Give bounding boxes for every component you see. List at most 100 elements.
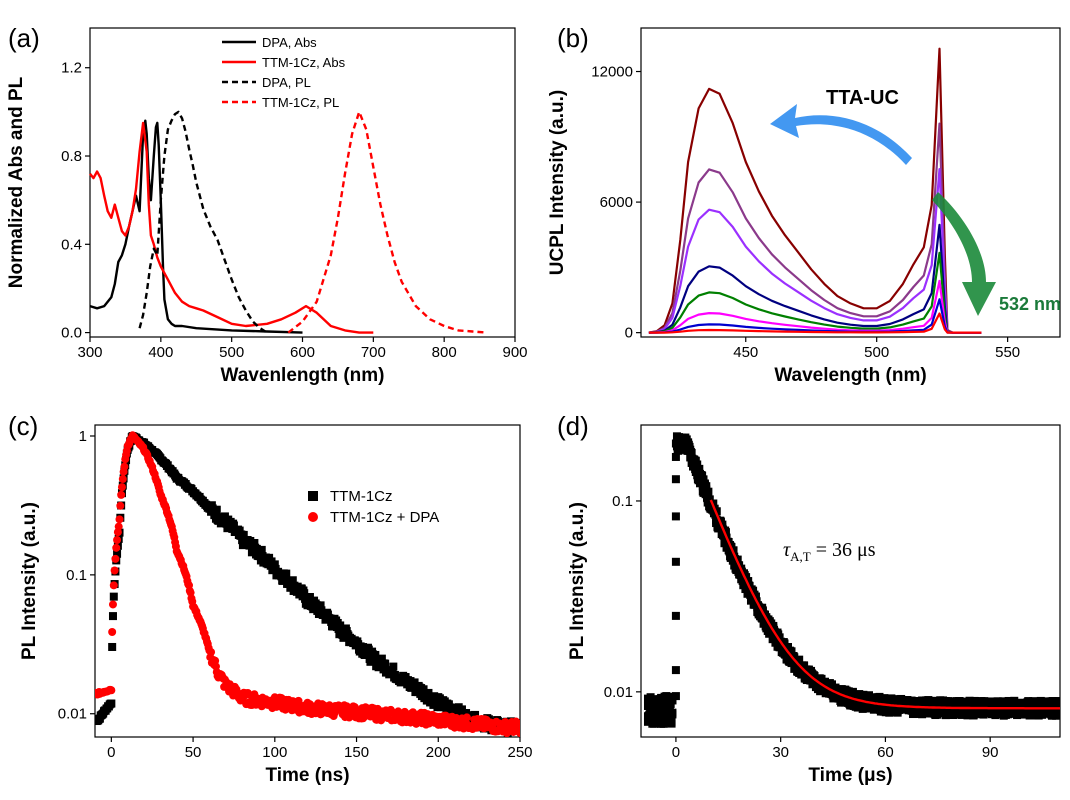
x-tick-label: 60 [877,744,894,761]
data-point [687,448,696,457]
data-point [107,686,116,695]
data-point [113,536,122,545]
panel-a: 300 400 500 600 700 800 900 0.0 0.4 0.8 1.2 Wavenle… [6,23,528,386]
y-tick-label: 0 [625,325,633,342]
x-tick-label: 250 [507,744,532,761]
data-point [787,647,796,656]
data-point [115,515,124,524]
data-point [705,495,714,504]
data-point [795,655,804,664]
upconversion-label: TTA-UC [826,87,899,109]
data-point [359,643,368,652]
data-point [207,648,216,657]
spectrum-line [648,223,982,334]
data-point [1020,709,1029,718]
spectrum-line [648,122,982,334]
spectrum-line [648,251,982,334]
upconversion-arrow [770,104,912,165]
data-point [270,560,279,569]
fit-line [709,499,1060,710]
x-tick-label: 0 [107,744,115,761]
x-axis-label: Time (μs) [808,765,892,786]
data-point [300,589,309,598]
panel-label: (c) [8,411,38,441]
tau-subscript: A,T [790,549,811,564]
x-axis-label: Time (ns) [265,765,349,786]
data-point [381,659,390,668]
data-point [366,657,375,666]
data-point [108,612,117,621]
data-point [471,710,480,719]
data-point [462,713,471,722]
panel-c: 0 50 100 150 200 250 0.01 0.1 1 Time (ns) PL Inten… [8,411,533,786]
data-point [336,621,345,630]
y-tick-label: 1.2 [61,60,82,77]
data-point [111,554,120,563]
data-point [288,576,297,585]
data-point [671,512,680,521]
y-tick-label: 0.01 [58,706,87,723]
plot-area [643,432,1060,728]
series-line [287,110,487,334]
x-tick-label: 50 [185,744,202,761]
data-point [108,600,117,609]
series-line [138,110,268,334]
data-point [699,475,708,484]
y-tick-label: 0.1 [612,493,633,510]
x-tick-label: 450 [733,344,758,361]
plot-frame [640,27,1061,338]
data-point [650,718,659,727]
legend-label: TTM-1Cz, Abs [262,55,346,70]
legend-marker [308,512,318,522]
data-point [1024,697,1033,706]
excitation-arrow [932,192,996,316]
data-point [110,566,119,575]
data-point [229,521,238,530]
data-point [108,642,117,651]
data-point [114,522,123,531]
x-tick-label: 600 [290,344,315,361]
data-point [389,662,398,671]
data-point [671,475,680,484]
data-point [424,688,433,697]
data-point [695,464,704,473]
tau-symbol: τ [783,539,791,561]
data-point [117,490,126,499]
excitation-label: 532 nm [999,294,1061,314]
x-axis-label: Wavenlength (nm) [221,365,385,386]
data-point [239,530,248,539]
y-axis-label: PL Intensity (a.u.) [19,502,40,660]
data-point [371,650,380,659]
data-point [668,696,677,705]
lifetime-annotation: τA,T = 36 μs [783,539,876,564]
series-line [89,121,374,334]
data-point [211,510,220,519]
x-tick-label: 300 [77,344,102,361]
data-point [693,460,702,469]
tau-value: = 36 μs [811,539,876,561]
spectrum-line [648,298,982,334]
data-point [257,545,266,554]
data-point [117,483,126,492]
x-tick-label: 30 [772,744,789,761]
data-point [118,475,127,484]
x-axis-label: Wavelength (nm) [774,365,926,386]
x-tick-label: 800 [432,344,457,361]
data-point [113,549,122,558]
data-point [107,699,116,708]
data-point [1054,700,1060,709]
legend-label: DPA, PL [262,75,311,90]
legend-label: TTM-1Cz + DPA [330,509,439,526]
data-point [948,697,957,706]
data-point [671,611,680,620]
plot-frame [640,424,1061,738]
spectrum-line [648,279,982,334]
y-tick-label: 0.0 [61,325,82,342]
x-tick-label: 150 [344,744,369,761]
data-point [212,505,221,514]
legend-label: DPA, Abs [262,35,317,50]
data-point [116,501,125,510]
y-tick-label: 0.1 [66,567,87,584]
y-tick-label: 1 [79,428,87,445]
